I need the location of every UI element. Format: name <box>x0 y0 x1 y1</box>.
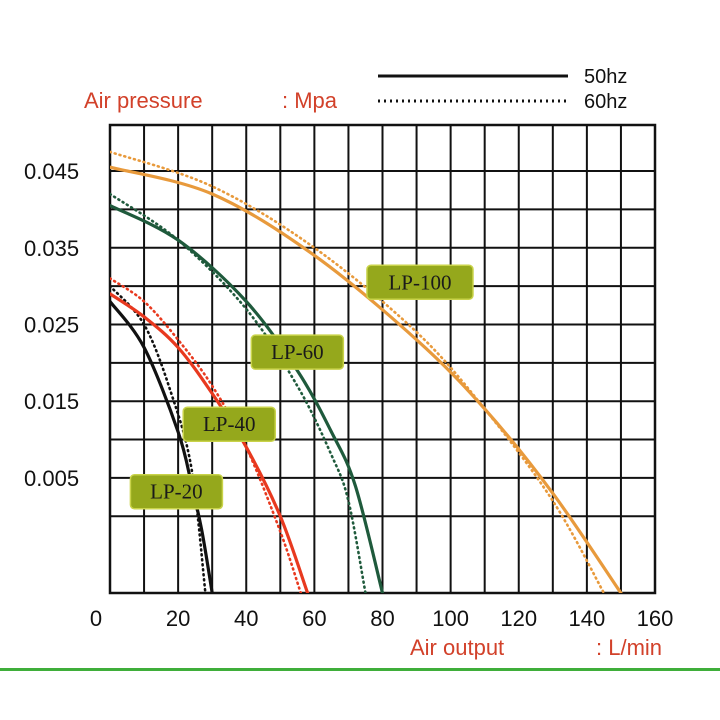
x-axis-title: Air output <box>410 635 504 660</box>
y-tick-label: 0.045 <box>24 159 79 184</box>
series-lp-60-60hz <box>110 192 367 593</box>
y-tick-label: 0.005 <box>24 466 79 491</box>
x-tick-label: 100 <box>432 606 469 631</box>
series-lp-100-60hz <box>110 150 606 593</box>
legend-label-50hz: 50hz <box>584 66 627 88</box>
curve-label-text: LP-60 <box>271 340 324 364</box>
curve-label-box <box>129 473 224 510</box>
y-axis-unit: : Mpa <box>282 88 338 113</box>
legend: 50hz 60hz <box>378 66 627 113</box>
curve-label-lp-40: LP-40 <box>182 406 276 442</box>
curve-label-box <box>366 264 474 301</box>
curves <box>110 150 623 593</box>
x-tick-label: 0 <box>90 606 102 631</box>
legend-label-60hz: 60hz <box>584 91 627 113</box>
series-lp-100-50hz <box>110 165 623 593</box>
series-lp-60-50hz <box>110 204 385 593</box>
x-tick-label: 160 <box>637 606 674 631</box>
curve-label-box <box>182 406 276 442</box>
series-lp-20-60hz <box>110 284 207 593</box>
y-tick-label: 0.025 <box>24 312 79 337</box>
curve-label-text: LP-20 <box>150 480 203 504</box>
x-tick-label: 120 <box>500 606 537 631</box>
y-tick-label: 0.015 <box>24 389 79 414</box>
x-tick-label: 80 <box>370 606 394 631</box>
series-lp-40-50hz <box>110 292 310 593</box>
y-tick-label: 0.035 <box>24 236 79 261</box>
bottom-rule <box>0 668 720 671</box>
curve-label-text: LP-40 <box>203 412 256 436</box>
curve-label-box <box>250 334 345 370</box>
curve-label-lp-20: LP-20 <box>129 473 224 510</box>
x-tick-label: 20 <box>166 606 190 631</box>
curve-label-lp-100: LP-100 <box>366 264 474 301</box>
curve-label-lp-60: LP-60 <box>250 334 345 370</box>
curve-labels: LP-100 LP-60 LP-40 LP-20 <box>129 264 474 510</box>
y-axis-title: Air pressure <box>84 88 203 113</box>
curve-label-text: LP-100 <box>388 270 451 294</box>
x-tick-label: 60 <box>302 606 326 631</box>
series-lp-20-50hz <box>110 299 214 593</box>
x-axis-unit: : L/min <box>596 635 662 660</box>
tick-labels: 0 20 40 60 80 100 120 140 160 0.045 0.035 0.025 0.01… <box>24 159 673 631</box>
series-lp-40-60hz <box>110 277 303 593</box>
x-tick-label: 40 <box>234 606 258 631</box>
x-tick-label: 140 <box>569 606 606 631</box>
